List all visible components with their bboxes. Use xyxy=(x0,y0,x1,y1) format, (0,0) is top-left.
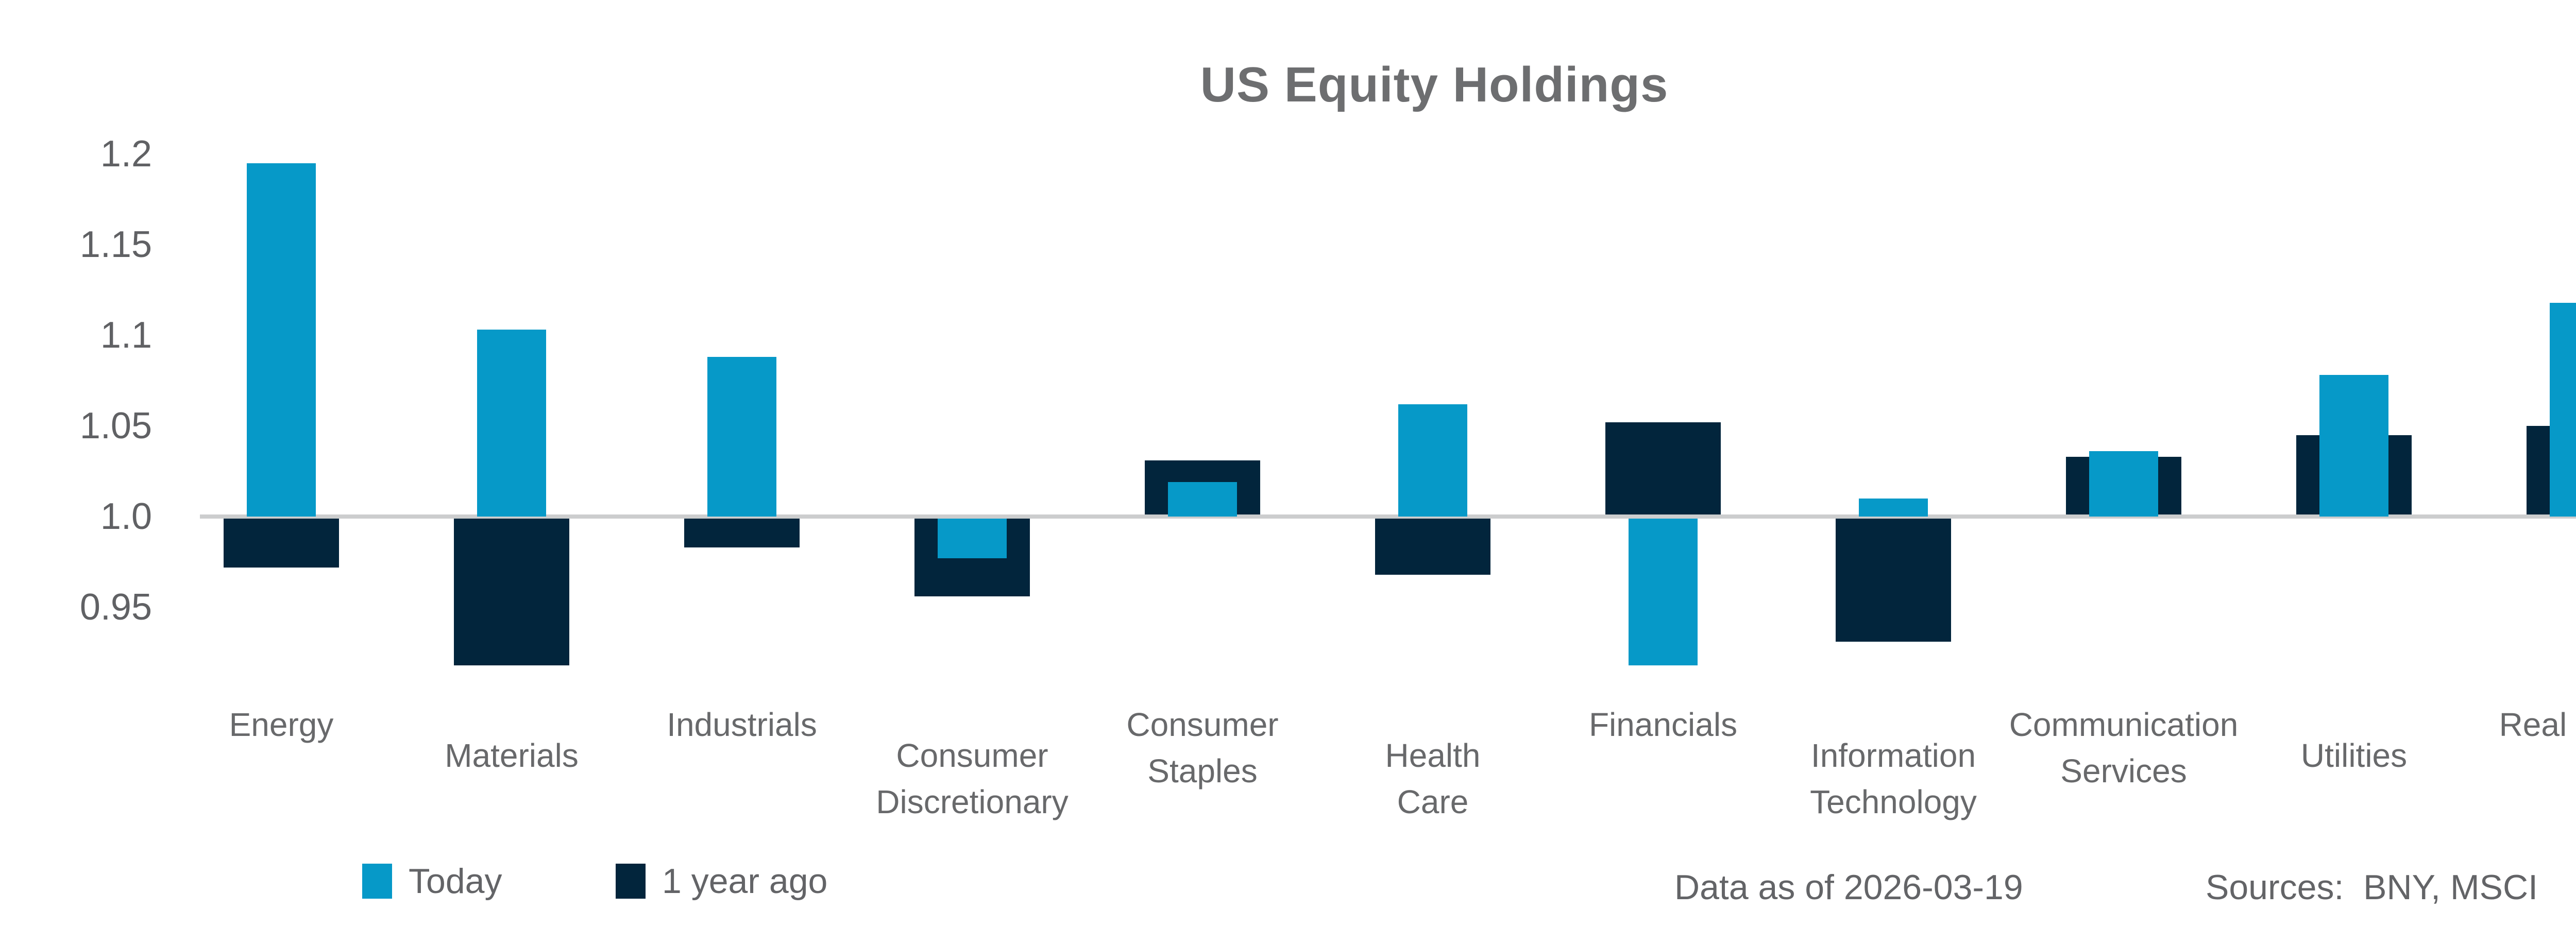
category-label-communication-services: Communication Services xyxy=(2009,706,2239,789)
bar-today-financials xyxy=(1629,519,1698,665)
bar-today-consumer-staples xyxy=(1168,482,1237,517)
y-tick-label-1.2: 1.2 xyxy=(100,133,152,175)
bar-today-real-estate xyxy=(2550,302,2576,517)
bar-today-health-care xyxy=(1398,404,1467,517)
category-label-energy: Energy xyxy=(229,706,334,743)
legend-label-year-ago: 1 year ago xyxy=(662,862,828,901)
category-label-information-technology: Information Technology xyxy=(1810,737,1977,820)
bar-1yr-materials xyxy=(454,519,569,665)
y-tick-label-1.1: 1.1 xyxy=(100,315,152,356)
category-label-materials: Materials xyxy=(445,737,579,774)
bar-1yr-energy xyxy=(224,519,339,568)
legend-swatch-today xyxy=(362,864,392,899)
legend-item-year-ago: 1 year ago xyxy=(616,861,827,901)
bar-today-industrials xyxy=(707,357,776,517)
bar-today-consumer-discretionary xyxy=(938,519,1007,558)
bar-1yr-information-technology xyxy=(1836,519,1951,642)
bar-1yr-industrials xyxy=(684,519,800,547)
category-label-real-estate: Real Estate xyxy=(2499,706,2576,743)
bar-today-utilities xyxy=(2319,375,2388,517)
legend-item-today: Today xyxy=(362,861,502,901)
y-tick-label-0.95: 0.95 xyxy=(79,587,152,628)
sources-note: Sources: BNY, MSCI xyxy=(2206,868,2538,907)
bar-1yr-financials xyxy=(1605,422,1721,517)
category-label-consumer-staples: Consumer Staples xyxy=(1126,706,1279,789)
data-as-of-note: Data as of 2026-03-19 xyxy=(1674,868,2023,907)
category-label-industrials: Industrials xyxy=(667,706,817,743)
bar-today-energy xyxy=(247,163,316,517)
category-label-consumer-discretionary: Consumer Discretionary xyxy=(876,737,1069,820)
bar-1yr-health-care xyxy=(1375,519,1490,575)
bar-today-information-technology xyxy=(1859,498,1928,517)
y-tick-label-1.15: 1.15 xyxy=(79,224,152,265)
legend-swatch-year-ago xyxy=(616,864,646,899)
baseline-axis-line xyxy=(200,514,2576,519)
legend-label-today: Today xyxy=(409,862,502,901)
y-tick-label-1.05: 1.05 xyxy=(79,405,152,447)
y-tick-label-1.0: 1.0 xyxy=(100,496,152,537)
category-label-utilities: Utilities xyxy=(2300,737,2408,774)
bar-today-materials xyxy=(477,330,546,517)
bar-today-communication-services xyxy=(2089,451,2158,517)
chart-title: US Equity Holdings xyxy=(1200,57,1669,112)
category-label-health-care: Health Care xyxy=(1385,737,1481,820)
category-label-financials: Financials xyxy=(1588,706,1738,743)
